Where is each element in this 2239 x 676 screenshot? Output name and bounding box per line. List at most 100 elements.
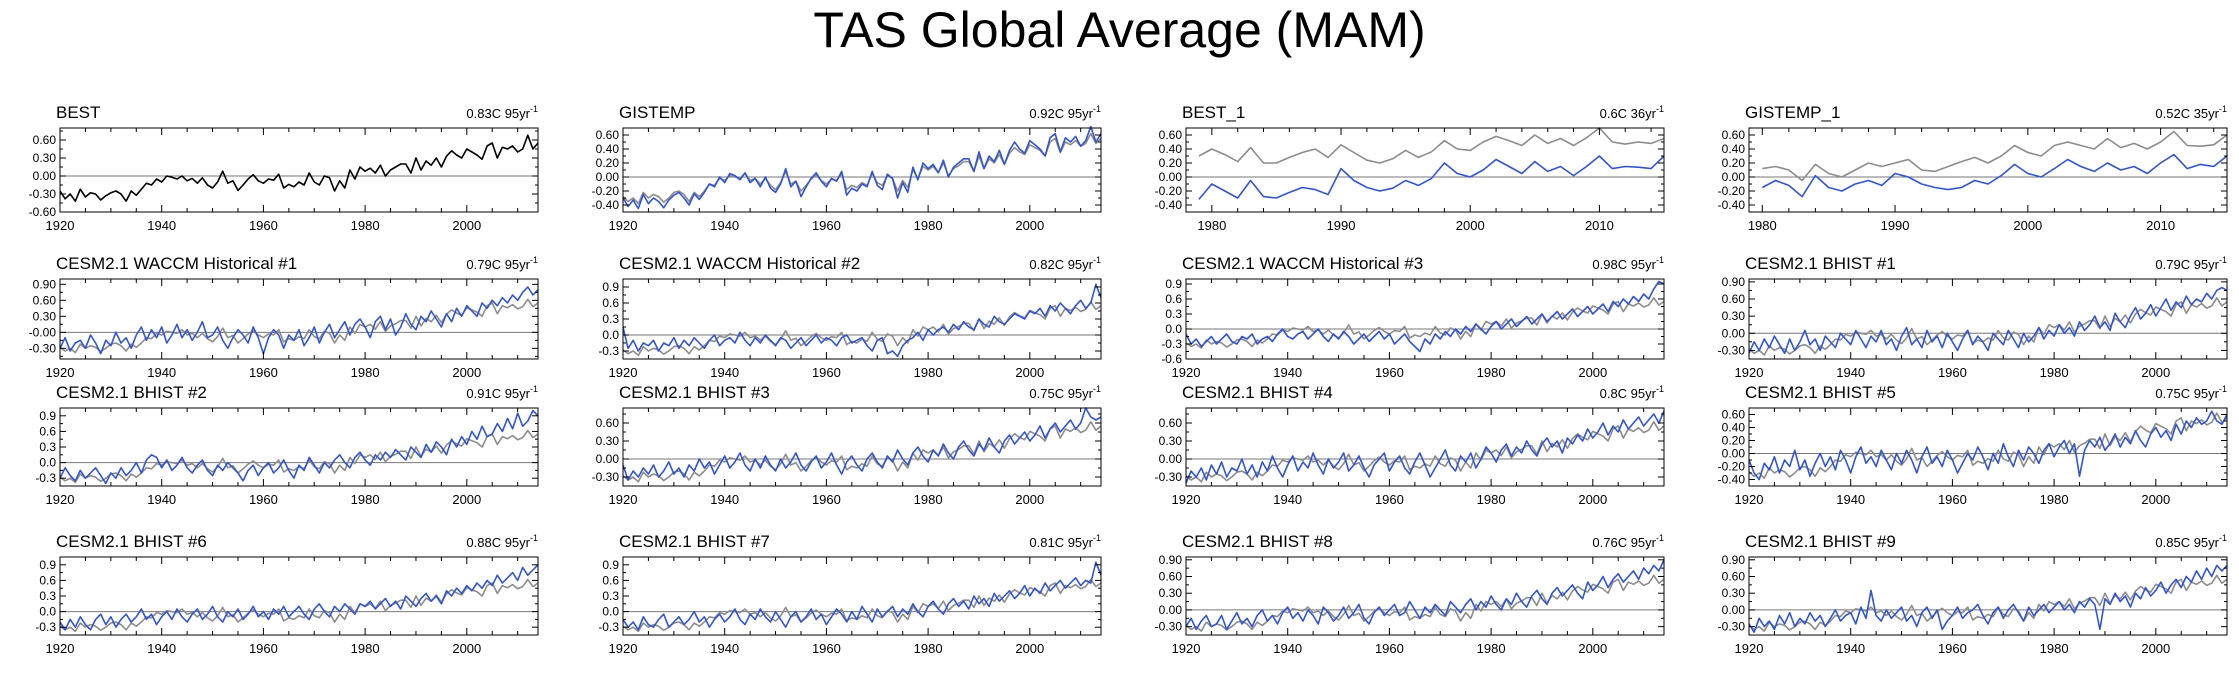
y-tick-label: -0.3 [35,471,56,485]
x-tick-label: 1940 [1836,492,1865,507]
trend-exponent: -1 [530,255,538,265]
panel-title: CESM2.1 WACCM Historical #1 [56,254,297,273]
trend-label: 0.52C 35yr-1 [2155,104,2227,121]
trend-value: 0.76C 95yr [1592,535,1656,550]
trend-value: 0.81C 95yr [1029,535,1093,550]
trend-exponent: -1 [1093,533,1101,543]
y-tick-label: 0.30 [33,309,57,323]
x-tick-label: 1980 [351,365,380,380]
trend-value: 0.75C 95yr [2155,386,2219,401]
y-tick-label: 0.0 [602,605,619,619]
x-tick-label: 1980 [2040,492,2069,507]
x-tick-label: 1920 [46,365,75,380]
x-tick-label: 1980 [1748,218,1777,233]
series-model-line [1748,564,2228,634]
x-tick-label: 2000 [1015,641,1044,656]
x-tick-label: 1990 [1881,218,1910,233]
series-reference-line [59,429,539,484]
y-tick-label: 0.3 [602,589,619,603]
y-tick-label: 0.9 [602,558,619,572]
y-tick-label: -0.40 [1155,198,1183,212]
y-tick-label: 0.00 [596,170,620,184]
panel-title: CESM2.1 BHIST #3 [619,383,770,402]
y-tick-label: 0.0 [1165,322,1182,336]
panel-title: GISTEMP [619,103,696,122]
y-tick-label: -0.40 [1718,198,1746,212]
panel-cesm2-1-bhist-8: 0.90 0.60 0.30 0.00 -0.30 1920 1940 1960 1980 200… [1155,532,1665,656]
trend-label: 0.81C 95yr-1 [1029,533,1101,550]
x-tick-label: 2000 [452,641,481,656]
series-reference-line [1748,412,2228,480]
y-tick-label: 0.40 [596,142,620,156]
y-tick-label: 0.60 [33,133,57,147]
trend-label: 0.88C 95yr-1 [466,533,538,550]
panel-frame [1185,127,1665,213]
series-model-line [59,286,539,355]
y-tick-label: 0.6 [602,573,619,587]
y-tick-label: 0.40 [1159,142,1183,156]
x-tick-label: 1990 [1327,218,1356,233]
series-model-line [1185,559,1665,631]
y-tick-label: 0.90 [1722,275,1746,289]
trend-label: 0.79C 95yr-1 [466,255,538,272]
x-tick-label: 2000 [1456,218,1485,233]
series-model-line [1748,286,2228,355]
x-tick-label: 1980 [351,218,380,233]
series-reference-line [59,298,539,354]
y-tick-label: 0.30 [33,151,57,165]
panel-title: CESM2.1 BHIST #4 [1182,383,1333,402]
panel-gistemp: 0.600.400.200.00-0.20-0.40 1920 1940 1960 19… [592,103,1102,233]
series-model-line [1185,280,1665,353]
trend-label: 0.85C 95yr-1 [2155,533,2227,550]
series-model-line [1198,155,1665,200]
y-tick-label: -0.6 [1161,352,1182,366]
trend-exponent: -1 [530,384,538,394]
x-tick-label: 2000 [1578,492,1607,507]
panel-title: CESM2.1 BHIST #2 [56,383,207,402]
x-tick-label: 2010 [1585,218,1614,233]
y-tick-label: 0.6 [39,424,56,438]
y-tick-label: 0.90 [33,277,57,291]
x-tick-label: 1980 [351,492,380,507]
y-tick-label: 0.00 [1722,447,1746,461]
y-tick-label: -0.20 [1155,184,1183,198]
x-tick-label: 1920 [609,492,638,507]
trend-label: 0.83C 95yr-1 [466,104,538,121]
panel-title: CESM2.1 BHIST #5 [1745,383,1896,402]
x-tick-label: 1960 [1938,365,1967,380]
trend-exponent: -1 [1656,104,1664,114]
x-tick-label: 1920 [1172,492,1201,507]
y-tick-label: 0.30 [1722,586,1746,600]
x-tick-label: 1920 [1735,641,1764,656]
y-tick-label: 0.6 [1165,292,1182,306]
y-tick-label: 0.20 [1159,156,1183,170]
y-tick-label: 0.00 [1722,170,1746,184]
series-reference-line [1185,420,1665,483]
series-model-line [1761,153,2228,198]
panel-title: CESM2.1 WACCM Historical #3 [1182,254,1423,273]
x-tick-label: 1960 [1938,641,1967,656]
y-tick-label: 0.00 [33,169,57,183]
y-tick-label: -0.20 [592,184,620,198]
panel-best-1: 0.600.400.200.00-0.20-0.40 1980 1990 2000 20… [1155,103,1665,233]
trend-value: 0.79C 95yr [466,257,530,272]
y-tick-label: 0.00 [1159,603,1183,617]
y-tick-label: -0.40 [1718,473,1746,487]
trend-label: 0.8C 95yr-1 [1600,384,1664,401]
y-tick-label: -0.3 [1161,337,1182,351]
x-tick-label: 1960 [249,641,278,656]
y-tick-label: 0.6 [39,573,56,587]
panel-frame [1748,407,2228,487]
panel-title: CESM2.1 BHIST #8 [1182,532,1333,551]
series-model-line [622,125,1102,210]
trend-value: 0.8C 95yr [1600,386,1657,401]
trend-label: 0.82C 95yr-1 [1029,255,1101,272]
x-tick-label: 1940 [147,218,176,233]
x-tick-label: 1940 [1273,641,1302,656]
trend-label: 0.75C 95yr-1 [1029,384,1101,401]
y-tick-label: 0.20 [596,156,620,170]
trend-exponent: -1 [1093,384,1101,394]
y-tick-label: 0.60 [1159,416,1183,430]
x-tick-label: 2000 [1015,365,1044,380]
